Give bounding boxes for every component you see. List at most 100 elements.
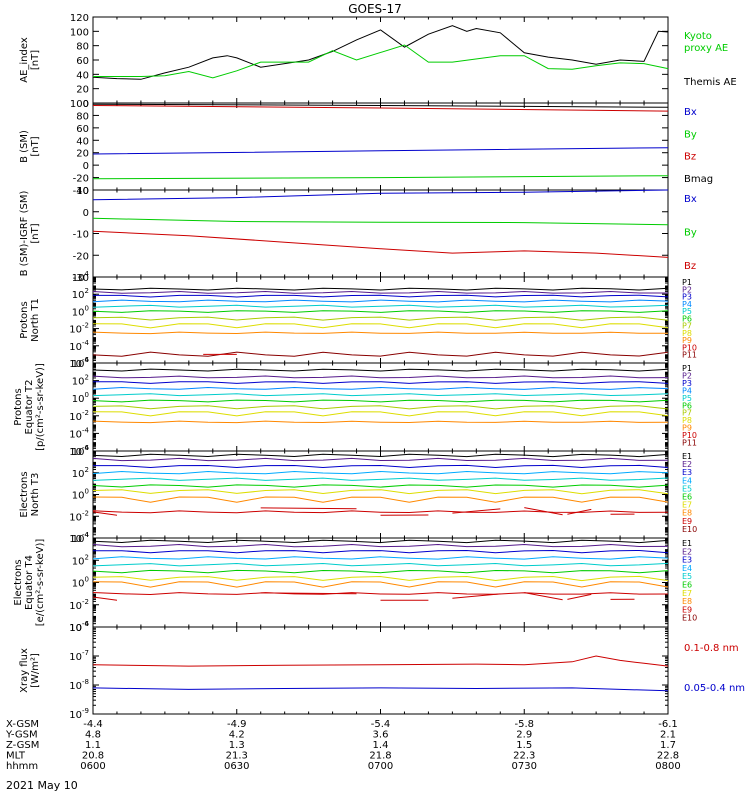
legend-entry: 0.1-0.8 nm <box>684 643 739 654</box>
ephemeris-value: -4.4 <box>83 719 103 730</box>
y-tick-exponent: -2 <box>82 598 89 606</box>
y-tick-exponent: -4 <box>82 339 90 347</box>
legend-channel-label: P11 <box>682 439 697 448</box>
y-tick-label: 102 <box>72 374 89 388</box>
y-tick-exponent: -7 <box>82 649 89 657</box>
y-tick-exponent: -6 <box>82 620 90 628</box>
channel-line-e3 <box>93 551 668 553</box>
channel-line-p1 <box>93 288 668 290</box>
y-tick-base: 10 <box>72 290 85 301</box>
channel-line-p3 <box>93 295 668 297</box>
channel-line-e2 <box>93 458 668 460</box>
y-tick-base: 10 <box>72 377 85 388</box>
ephemeris-value: 0630 <box>224 761 249 772</box>
channel-line-e5 <box>93 563 668 566</box>
y-tick-label: 60 <box>76 56 89 67</box>
y-tick-exponent: -8 <box>82 678 89 686</box>
ephemeris-label: Y-GSM <box>5 730 38 741</box>
y-tick-label: 10-7 <box>69 649 89 663</box>
y-tick-label: 100 <box>72 576 89 590</box>
y-tick-exponent: 0 <box>85 304 89 312</box>
channel-line-e8 <box>93 582 668 587</box>
plot-title: GOES-17 <box>348 2 402 16</box>
ephemeris-value: 21.3 <box>226 751 248 762</box>
channel-line-e7 <box>93 490 668 494</box>
y-tick-base: 10 <box>72 556 85 567</box>
channel-line-p4 <box>93 300 668 302</box>
series-line-bx <box>93 148 668 154</box>
ephemeris-value: 22.8 <box>657 751 679 762</box>
channel-line-e9 <box>93 593 668 595</box>
ephemeris-value: 20.8 <box>82 751 104 762</box>
y-tick-base: 10 <box>69 601 82 612</box>
y-tick-label: 80 <box>76 111 89 122</box>
y-tick-label: 100 <box>72 488 89 502</box>
y-tick-label: 100 <box>72 391 89 405</box>
y-tick-exponent: 4 <box>85 356 90 364</box>
y-tick-exponent: 4 <box>85 531 90 539</box>
ephemeris-value: -6.1 <box>658 719 678 730</box>
y-tick-label: 10-4 <box>69 426 89 440</box>
ephemeris-value: 1.7 <box>660 740 676 751</box>
series-line-0-05-0-4-nm <box>93 688 668 691</box>
y-tick-label: 100 <box>72 304 89 318</box>
legend-entry: By <box>684 228 697 239</box>
channel-line-p5 <box>93 394 668 396</box>
series-line-0-1-0-8-nm <box>93 656 668 666</box>
channel-line-p9 <box>93 421 668 423</box>
y-tick-label: 100 <box>70 99 89 110</box>
y-axis-label: Xray flux <box>19 648 30 693</box>
y-tick-base: 10 <box>69 681 82 692</box>
y-tick-base: 10 <box>72 469 85 480</box>
legend-entry: Bx <box>684 107 697 118</box>
y-axis-label: [nT] <box>30 136 41 156</box>
y-tick-base: 10 <box>69 325 82 336</box>
panel-frame <box>93 451 668 538</box>
ephemeris-value: 0730 <box>512 761 537 772</box>
ephemeris-value: 3.6 <box>373 730 389 741</box>
channel-line-e5 <box>93 478 668 480</box>
series-line-by <box>93 218 668 225</box>
y-tick-exponent: 0 <box>85 391 89 399</box>
y-axis-label: B (SM)-IGRF (SM) <box>19 191 30 277</box>
y-tick-label: 0 <box>83 208 89 219</box>
series-line-by <box>93 176 668 179</box>
ephemeris-label: Z-GSM <box>6 740 39 751</box>
legend-entry: Bx <box>684 194 697 205</box>
panel-frame <box>93 103 668 190</box>
y-tick-label: 10-2 <box>69 322 89 336</box>
ephemeris-label: MLT <box>6 751 26 762</box>
y-tick-label: 104 <box>72 444 90 458</box>
y-tick-label: 102 <box>72 287 89 301</box>
y-tick-label: 102 <box>72 466 89 480</box>
y-tick-base: 10 <box>72 359 85 370</box>
y-tick-label: -20 <box>73 251 89 262</box>
y-tick-exponent: -4 <box>82 426 90 434</box>
channel-line-e6 <box>93 570 668 572</box>
ephemeris-value: 0800 <box>655 761 680 772</box>
y-tick-base: 10 <box>72 273 85 284</box>
ephemeris-value: 4.2 <box>229 730 245 741</box>
y-tick-label: 102 <box>72 553 89 567</box>
y-axis-label: North T1 <box>30 298 41 342</box>
channel-line-p6 <box>93 400 668 402</box>
y-tick-exponent: -2 <box>82 322 89 330</box>
channel-line-p7 <box>93 317 668 320</box>
y-axis-label: Protons <box>19 301 30 338</box>
channel-line-p1 <box>93 369 668 371</box>
legend-entry: By <box>684 129 697 140</box>
legend-entry: Bz <box>684 152 696 163</box>
y-tick-label: 40 <box>76 136 89 147</box>
ephemeris-label: X-GSM <box>6 719 39 730</box>
y-tick-base: 10 <box>69 412 82 423</box>
channel-line-p2 <box>93 292 668 294</box>
y-tick-label: 0 <box>83 161 89 172</box>
channel-fragment-e9 <box>261 508 357 509</box>
channel-line-p2 <box>93 376 668 378</box>
legend-channel-label: P11 <box>682 351 697 360</box>
channel-line-p8 <box>93 324 668 328</box>
channel-line-p5 <box>93 305 668 307</box>
